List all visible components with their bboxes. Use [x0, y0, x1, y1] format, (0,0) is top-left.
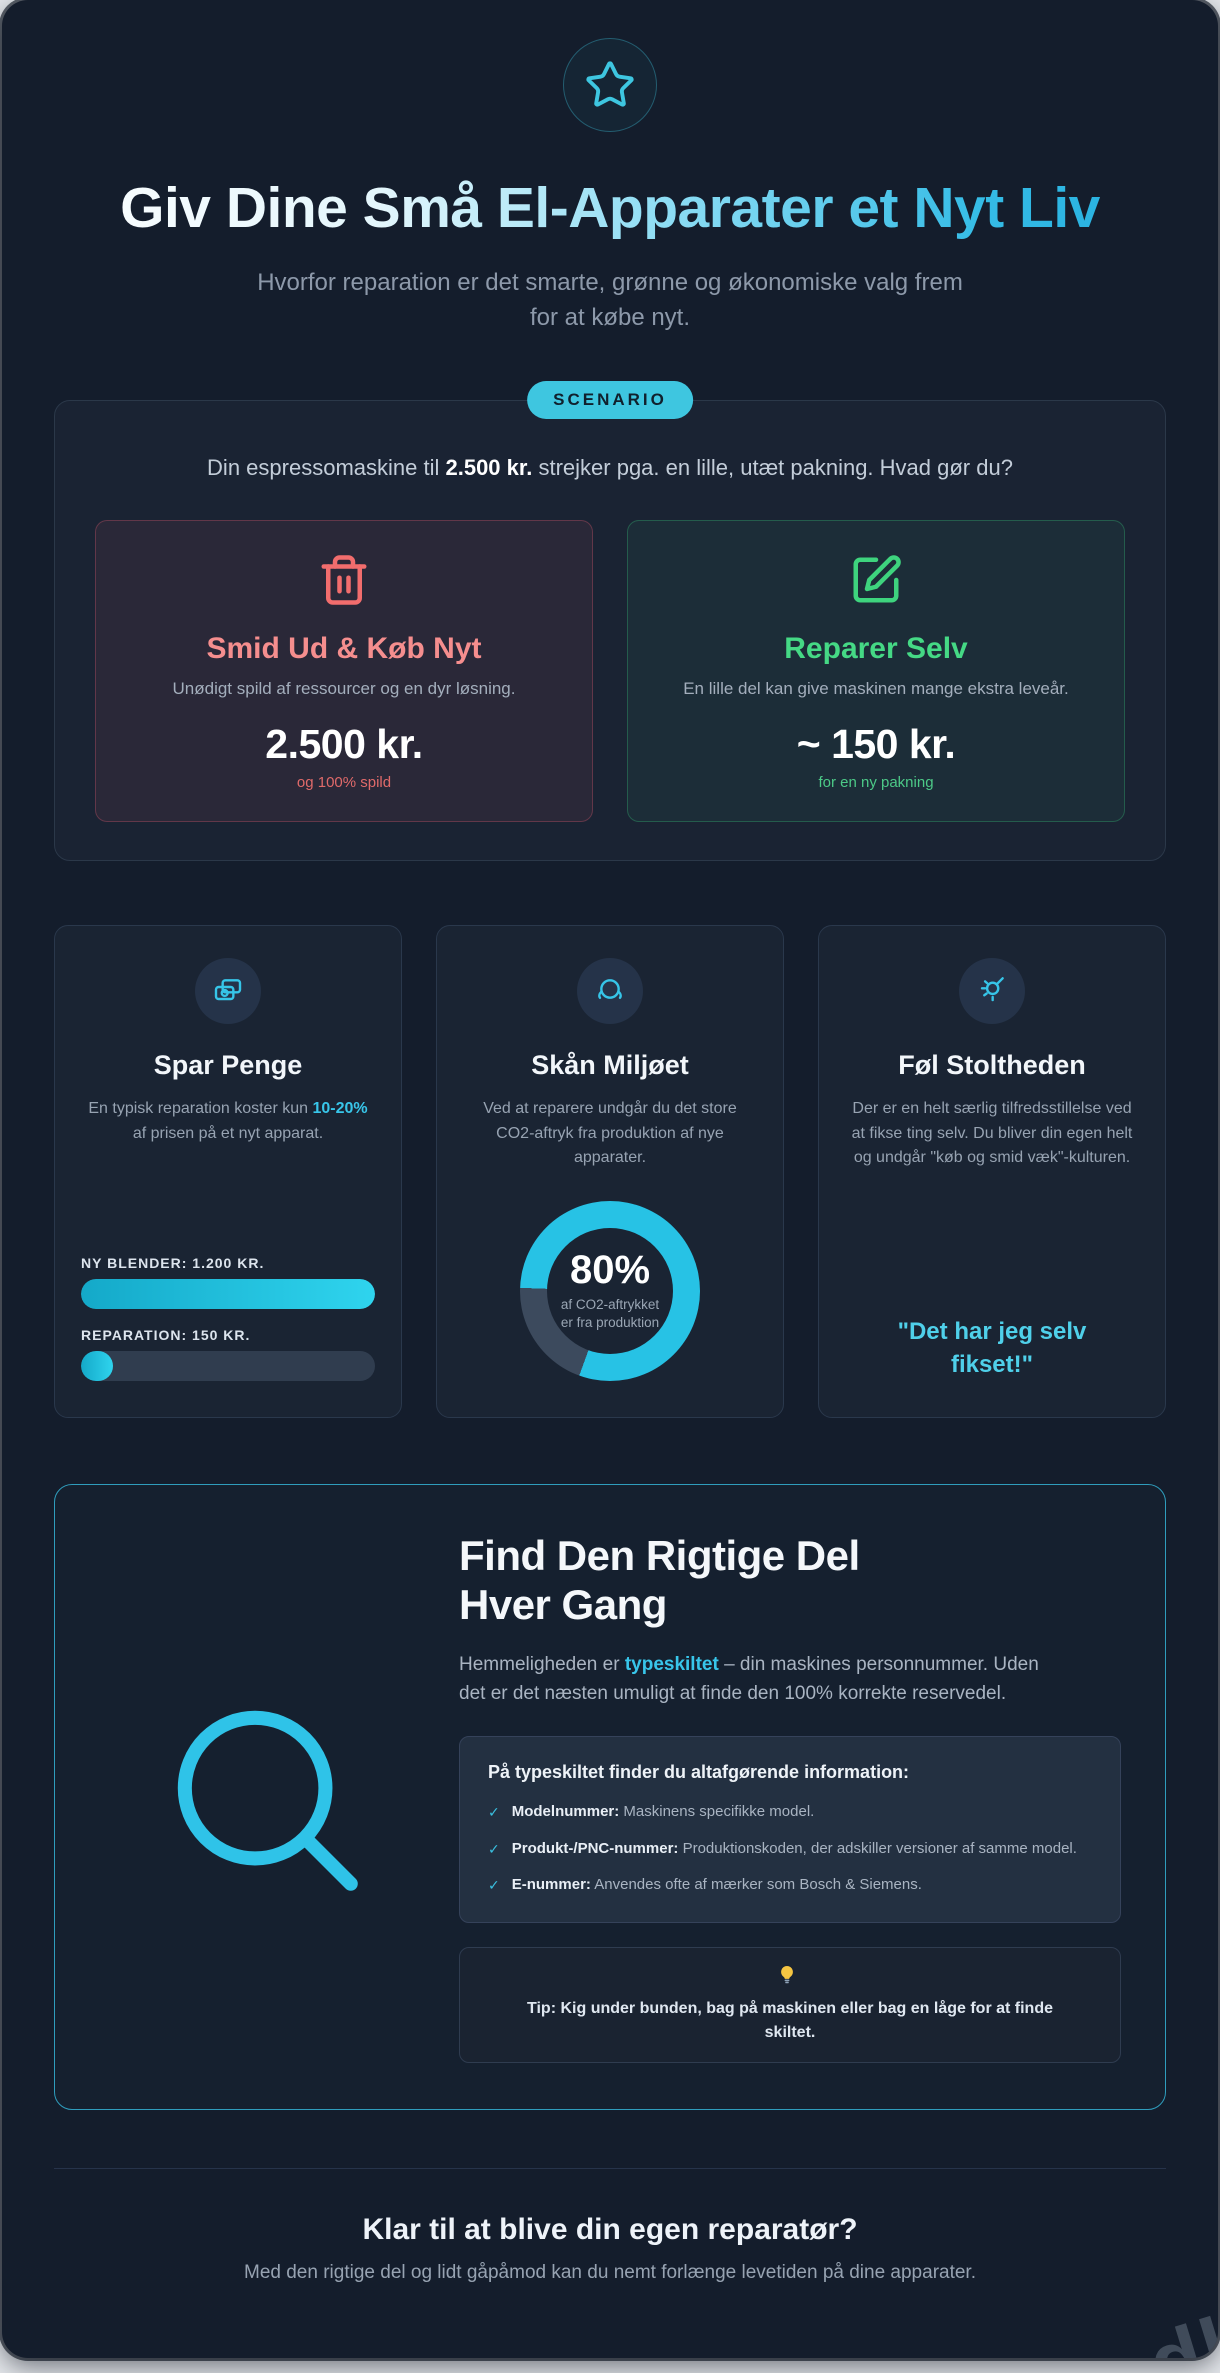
list-item-text: E-nummer: Anvendes ofte af mærker som Bo…	[512, 1874, 922, 1897]
globe-icon	[577, 957, 643, 1024]
lightbulb-icon	[779, 1965, 795, 1993]
bar-track	[81, 1279, 375, 1310]
star-icon	[563, 38, 657, 132]
feature-title: Spar Penge	[153, 1049, 303, 1080]
scenario-intro-price: 2.500 kr.	[445, 455, 533, 480]
money-icon	[195, 957, 261, 1024]
footer-divider	[54, 2167, 1166, 2169]
hero-section: Giv Dine Små El-Apparater et Nyt Liv Hvo…	[54, 38, 1166, 336]
feature-title: Føl Stoltheden	[898, 1049, 1086, 1080]
list-item: ✓ E-nummer: Anvendes ofte af mærker som …	[488, 1874, 1092, 1897]
check-icon: ✓	[488, 1877, 500, 1894]
option-price: ~ 150 kr.	[796, 720, 956, 767]
footer-section: Klar til at blive din egen reparatør? Me…	[54, 2169, 1166, 2324]
feature-text-post: af prisen på et nyt apparat.	[132, 1124, 324, 1142]
list-item-label: Produkt-/PNC-nummer:	[511, 1839, 679, 1857]
footer-title: Klar til at blive din egen reparatør?	[362, 2212, 858, 2246]
footer-text: Med den rigtige del og lidt gåpåmod kan …	[244, 2261, 976, 2283]
bar-label: REPARATION: 150 KR.	[81, 1327, 251, 1344]
feature-card-save-money: Spar Penge En typisk reparation koster k…	[54, 924, 402, 1419]
list-item-label: E-nummer:	[511, 1876, 591, 1894]
feature-title: Skån Miljøet	[531, 1049, 689, 1080]
trash-icon	[321, 555, 367, 605]
list-item-desc: Produktionskoden, der adskiller versione…	[678, 1839, 1077, 1857]
feature-card-pride: Føl Stoltheden Der er en helt særlig til…	[818, 924, 1166, 1419]
donut-center: 80% af CO2-aftrykket er fra produktion	[547, 1228, 673, 1355]
typeplate-info-box: På typeskiltet finder du altafgørende in…	[459, 1736, 1121, 1923]
info-list: ✓ Modelnummer: Maskinens specifikke mode…	[488, 1801, 1092, 1897]
edit-icon	[853, 555, 901, 603]
list-item: ✓ Modelnummer: Maskinens specifikke mode…	[488, 1801, 1092, 1824]
bar-group-new-blender: NY BLENDER: 1.200 KR.	[81, 1255, 375, 1310]
feature-text-highlight: 10-20%	[312, 1099, 368, 1117]
list-item-label: Modelnummer:	[511, 1803, 620, 1821]
option-note: for en ny pakning	[818, 773, 934, 791]
feature-text: En typisk reparation koster kun 10-20% a…	[81, 1097, 375, 1147]
co2-donut-chart: 80% af CO2-aftrykket er fra produktion	[520, 1201, 700, 1382]
finder-para-pre: Hemmeligheden er	[459, 1654, 625, 1676]
list-item: ✓ Produkt-/PNC-nummer: Produktionskoden,…	[488, 1838, 1092, 1861]
finder-paragraph: Hemmeligheden er typeskiltet – din maski…	[459, 1651, 1059, 1708]
list-item-desc: Maskinens specifikke model.	[619, 1803, 815, 1821]
bar-fill-new-blender	[81, 1279, 375, 1310]
option-desc: En lille del kan give maskinen mange eks…	[683, 678, 1069, 698]
info-heading: På typeskiltet finder du altafgørende in…	[488, 1762, 910, 1783]
feature-text-pre: En typisk reparation koster kun	[88, 1099, 313, 1117]
bar-track	[81, 1351, 375, 1382]
bar-group-repair: REPARATION: 150 KR.	[81, 1327, 375, 1382]
scenario-section: SCENARIO Din espressomaskine til 2.500 k…	[54, 381, 1166, 861]
option-desc: Unødigt spild af ressourcer og en dyr lø…	[172, 678, 516, 698]
option-title: Smid Ud & Køb Nyt	[206, 631, 482, 665]
finder-para-highlight: typeskiltet	[624, 1654, 719, 1676]
sparkle-icon	[959, 957, 1025, 1024]
bar-fill-repair	[81, 1351, 113, 1382]
scenario-intro-pre: Din espressomaskine til	[207, 455, 446, 480]
list-item-text: Produkt-/PNC-nummer: Produktionskoden, d…	[512, 1838, 1077, 1861]
finder-para-post: – din maskines personnummer. Uden det er…	[459, 1654, 1039, 1704]
option-note: og 100% spild	[296, 773, 392, 791]
check-icon: ✓	[488, 1840, 500, 1857]
option-card-throw-away: Smid Ud & Køb Nyt Unødigt spild af resso…	[95, 519, 593, 822]
list-item-text: Modelnummer: Maskinens specifikke model.	[512, 1801, 815, 1824]
tip-text: Tip: Kig under bunden, bag på maskinen e…	[527, 1999, 1053, 2041]
bar-label: NY BLENDER: 1.200 KR.	[81, 1255, 265, 1272]
check-icon: ✓	[488, 1804, 500, 1821]
scenario-intro-post: strejker pga. en lille, utæt pakning. Hv…	[532, 455, 1013, 480]
scenario-badge: SCENARIO	[527, 381, 693, 419]
feature-card-environment: Skån Miljøet Ved at reparere undgår du d…	[436, 924, 784, 1419]
benefits-section: Spar Penge En typisk reparation koster k…	[54, 924, 1166, 1419]
scenario-intro: Din espressomaskine til 2.500 kr. strejk…	[95, 453, 1125, 484]
tip-box: Tip: Kig under bunden, bag på maskinen e…	[459, 1946, 1121, 2063]
finder-content: Find Den Rigtige Del Hver Gang Hemmeligh…	[459, 1531, 1121, 2063]
page-title: Giv Dine Små El-Apparater et Nyt Liv	[80, 176, 1140, 240]
finder-section: Find Den Rigtige Del Hver Gang Hemmeligh…	[54, 1484, 1166, 2110]
search-icon	[99, 1685, 429, 1910]
feature-text: Ved at reparere undgår du det store CO2-…	[483, 1099, 737, 1167]
donut-value: 80%	[569, 1247, 651, 1292]
option-price: 2.500 kr.	[265, 720, 423, 767]
feature-text: Der er en helt særlig tilfredsstillelse …	[851, 1099, 1133, 1167]
scenario-options: Smid Ud & Køb Nyt Unødigt spild af resso…	[95, 519, 1125, 822]
option-card-repair: Reparer Selv En lille del kan give maski…	[627, 519, 1125, 822]
finder-title: Find Den Rigtige Del Hver Gang	[459, 1532, 860, 1629]
donut-caption: af CO2-aftrykket er fra produktion	[560, 1296, 660, 1331]
option-title: Reparer Selv	[784, 631, 968, 665]
price-comparison-bars: NY BLENDER: 1.200 KR. REPARATION: 150 KR…	[81, 1225, 375, 1382]
pride-quote: "Det har jeg selv fikset!"	[897, 1318, 1087, 1378]
list-item-desc: Anvendes ofte af mærker som Bosch & Siem…	[590, 1876, 922, 1894]
page-subtitle: Hvorfor reparation er det smarte, grønne…	[257, 269, 963, 332]
